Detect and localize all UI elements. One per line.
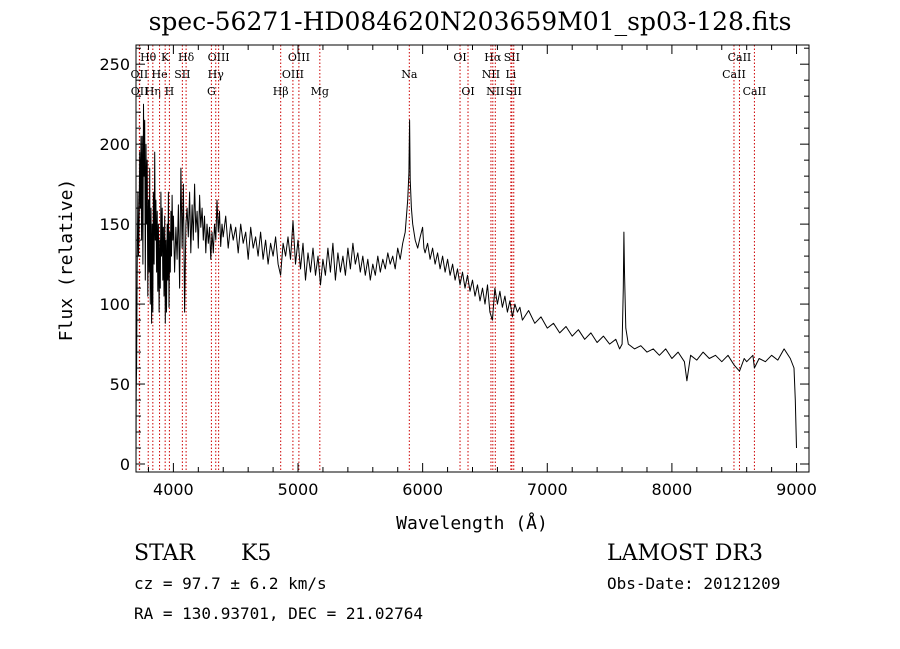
x-axis-label: Wavelength (Å) — [396, 512, 548, 534]
y-tick-label: 0 — [120, 455, 130, 474]
spectral-line-label: G — [207, 85, 216, 98]
x-tick-label: 9000 — [776, 480, 817, 499]
plot-frame — [135, 44, 810, 473]
spectral-line-label: OIII — [282, 68, 304, 81]
spectral-line-label: Hβ — [273, 85, 289, 98]
spectral-line-label: OI — [453, 51, 466, 64]
spectral-line-label: Hγ — [208, 68, 225, 81]
spectrum-series — [135, 103, 797, 465]
redshift-velocity: cz = 97.7 ± 6.2 km/s — [134, 574, 327, 593]
spectral-line-label: SII — [504, 51, 520, 64]
x-tick-label: 6000 — [402, 480, 443, 499]
spectral-line-label: Na — [401, 68, 418, 81]
spectral-line-label: CaII — [728, 51, 752, 64]
y-axis-label: Flux (relative) — [56, 179, 77, 342]
spectral-line-label: Li — [505, 68, 516, 81]
observation-date: Obs-Date: 20121209 — [607, 574, 780, 593]
x-tick-label: 5000 — [278, 480, 319, 499]
x-tick-label: 8000 — [652, 480, 693, 499]
spectral-line-label: He — [152, 68, 168, 81]
spectral-line-label: SII — [174, 68, 190, 81]
spectral-line-label: Hα — [484, 51, 502, 64]
spectral-line-label: Hδ — [178, 51, 195, 64]
spectral-line-label: CaII — [722, 68, 746, 81]
y-tick-label: 50 — [110, 375, 130, 394]
spectral-line-label: NII — [486, 85, 504, 98]
x-tick-label: 4000 — [153, 480, 194, 499]
spectral-line-label: OI — [461, 85, 474, 98]
axis-ticks: 4000 5000 6000 7000 8000 9000 0 50 100 150 200 250 — [99, 45, 817, 499]
y-tick-label: 250 — [99, 55, 130, 74]
object-class: STAR — [134, 541, 196, 566]
spectral-line-label: SII — [506, 85, 522, 98]
spectral-line-label: H — [165, 85, 175, 98]
spectral-line-label: CaII — [743, 85, 767, 98]
spectral-line-label: Hη — [145, 85, 161, 98]
spectral-line-label: Hθ — [140, 51, 157, 64]
y-tick-label: 100 — [99, 295, 130, 314]
chart-title: spec-56271-HD084620N203659M01_sp03-128.f… — [149, 7, 792, 36]
y-tick-label: 150 — [99, 215, 130, 234]
spectral-line-label: Mg — [311, 85, 329, 98]
spectral-subclass: K5 — [241, 541, 271, 566]
y-tick-label: 200 — [99, 135, 130, 154]
x-tick-label: 7000 — [527, 480, 568, 499]
spectral-line-label: OIII — [208, 51, 230, 64]
survey-name: LAMOST DR3 — [607, 541, 763, 566]
spectral-line-label: NII — [482, 68, 500, 81]
spectral-line-label: OIII — [288, 51, 310, 64]
spectral-line-label: OII — [131, 85, 149, 98]
spectral-line-label: K — [161, 51, 170, 64]
sky-coordinates: RA = 130.93701, DEC = 21.02764 — [134, 604, 423, 623]
